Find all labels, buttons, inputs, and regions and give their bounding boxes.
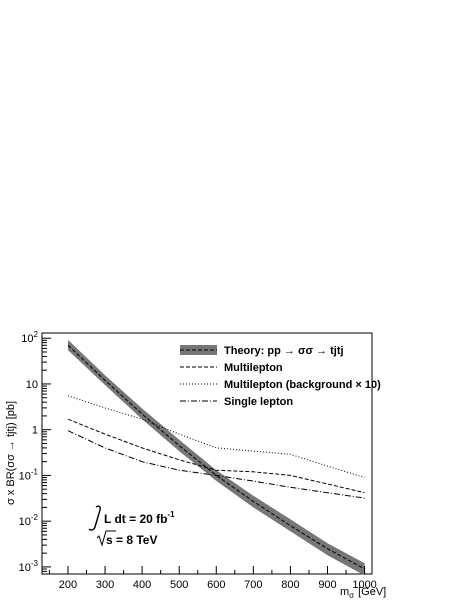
y-tick-label: 10-3 xyxy=(19,559,39,574)
svg-text:mσ[GeV]: mσ [GeV] xyxy=(340,586,386,600)
y-tick-label: 1 xyxy=(32,425,38,437)
legend-entry-0: Theory: pp → σσ → tjtj xyxy=(224,345,344,357)
x-tick-label: 400 xyxy=(133,579,151,591)
x-axis-unit: [GeV] xyxy=(358,586,386,598)
energy-label: s = 8 TeV xyxy=(106,533,157,547)
x-tick-label: 700 xyxy=(244,579,262,591)
legend: Theory: pp → σσ → tjtj Multilepton Multile… xyxy=(180,345,381,408)
legend-entry-2: Multilepton (background × 10) xyxy=(224,379,381,391)
legend-entry-3: Single lepton xyxy=(224,396,293,408)
legend-entry-1: Multilepton xyxy=(224,362,283,374)
theory-band xyxy=(68,339,365,576)
series-line-1 xyxy=(67,418,365,494)
sqrt-sign-icon xyxy=(96,530,116,547)
tick-labels-layer: 200 300 400 500 600 700 800 900 1000 10-3 10-2 10-1… xyxy=(19,330,377,591)
y-tick-label: 10-2 xyxy=(19,513,39,528)
x-tick-label: 800 xyxy=(281,579,299,591)
x-axis-label: m xyxy=(340,586,349,598)
x-tick-label: 500 xyxy=(170,579,188,591)
annotation-block: L dt = 20 fb-1 s = 8 TeV xyxy=(88,505,175,547)
ticks-layer xyxy=(42,337,366,575)
y-tick-label: 10 xyxy=(26,379,38,391)
luminosity-label: L dt = 20 fb-1 xyxy=(104,510,175,526)
theory-central-line xyxy=(67,344,365,570)
x-tick-label: 300 xyxy=(96,579,114,591)
x-tick-label: 600 xyxy=(207,579,225,591)
x-axis-subscript: σ xyxy=(349,591,354,600)
series-line-3 xyxy=(67,430,365,499)
x-tick-label: 900 xyxy=(318,579,336,591)
lines-layer xyxy=(67,395,365,499)
y-tick-label: 10-1 xyxy=(19,467,39,482)
y-axis-title: σ x BR(σσ → tjtj) [pb] xyxy=(5,401,17,505)
x-tick-label: 1000 xyxy=(352,579,376,591)
x-tick-label: 200 xyxy=(59,579,77,591)
integral-sign-icon xyxy=(88,505,101,531)
series-line-2 xyxy=(67,395,365,478)
x-axis-title: mσ [GeV] xyxy=(340,586,386,600)
band-layer xyxy=(67,339,365,576)
y-tick-label: 102 xyxy=(21,330,38,345)
